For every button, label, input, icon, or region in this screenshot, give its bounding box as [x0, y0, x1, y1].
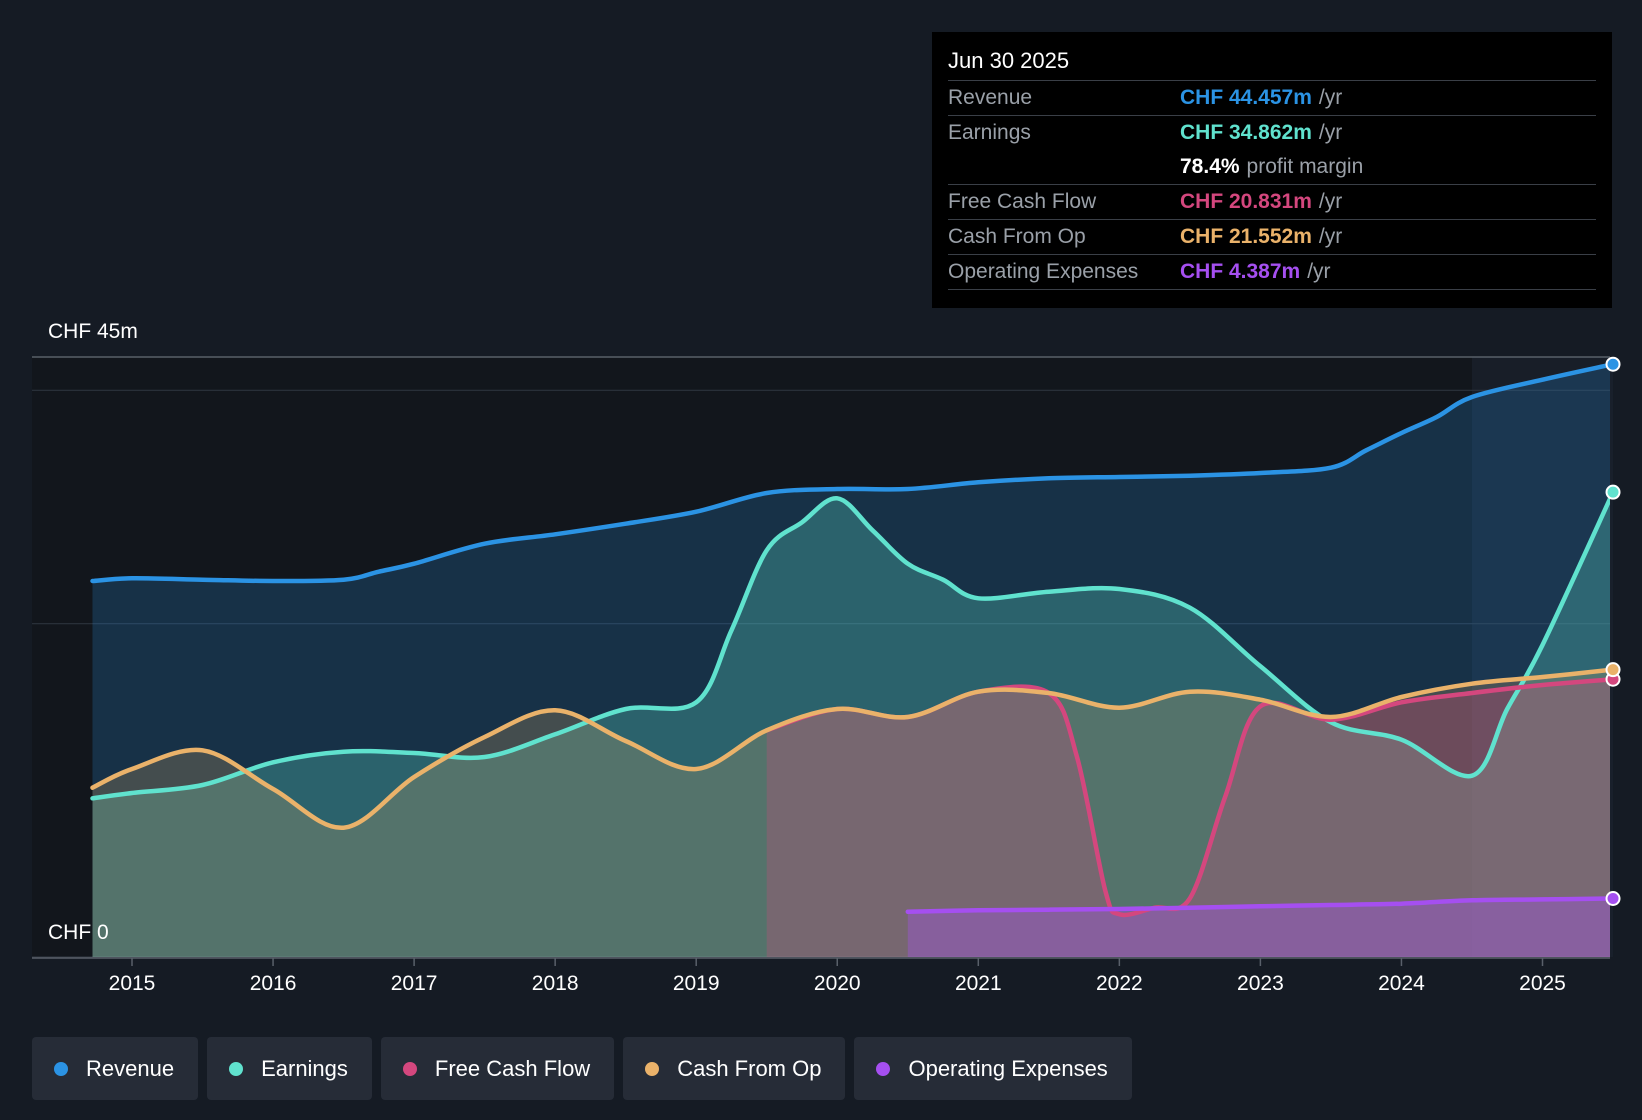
area-operating-expenses [907, 898, 1610, 957]
data-tooltip: Jun 30 2025 Revenue CHF 44.457m /yr Earn… [932, 32, 1612, 308]
tooltip-value: CHF 34.862m [1180, 121, 1312, 144]
legend-dot-icon [229, 1061, 244, 1076]
legend-label: Earnings [261, 1055, 348, 1081]
area-free-cash-flow [766, 679, 1610, 957]
legend-label: Cash From Op [677, 1055, 822, 1081]
tooltip-unit: /yr [1318, 121, 1343, 144]
tooltip-unit: /yr [1318, 86, 1343, 109]
legend-label: Revenue [86, 1055, 175, 1081]
legend-item-operating-expenses[interactable]: Operating Expenses [854, 1037, 1132, 1100]
x-axis-tick-label: 2024 [1378, 972, 1425, 995]
tooltip-row-operating-expenses: Operating Expenses CHF 4.387m /yr [948, 255, 1596, 290]
tooltip-value: CHF 44.457m [1180, 86, 1312, 109]
tooltip-label: Free Cash Flow [948, 190, 1097, 213]
x-axis-tick-label: 2022 [1096, 972, 1143, 995]
x-axis-tick-label: 2025 [1519, 972, 1566, 995]
line-operating-expenses [905, 896, 1610, 914]
line-cash-from-op [90, 667, 1610, 830]
x-axis-tick-label: 2020 [814, 972, 861, 995]
tooltip-value: CHF 21.552m [1180, 225, 1312, 248]
tooltip-label: Operating Expenses [948, 260, 1139, 283]
line-earnings [90, 493, 1610, 801]
area-earnings [92, 498, 1610, 957]
legend-label: Free Cash Flow [434, 1055, 591, 1081]
endpoint-earnings [1605, 484, 1621, 500]
tooltip-unit: /yr [1318, 225, 1343, 248]
legend-dot-icon [876, 1061, 891, 1076]
tooltip-unit: /yr [1307, 260, 1331, 283]
chart-legend: Revenue Earnings Free Cash Flow Cash Fro… [32, 1037, 1132, 1100]
endpoint-cash-from-op [1605, 662, 1621, 678]
x-axis-tick-label: 2015 [109, 972, 156, 995]
tooltip-row-earnings: Earnings CHF 34.862m /yr [948, 116, 1596, 150]
tooltip-row-cash-from-op: Cash From Op CHF 21.552m /yr [948, 220, 1596, 255]
y-axis-bottom-label: CHF 0 [48, 921, 109, 944]
legend-dot-icon [402, 1061, 417, 1076]
tooltip-row-profit-margin: 78.4% profit margin [948, 150, 1596, 185]
legend-item-earnings[interactable]: Earnings [207, 1037, 372, 1100]
area-cash-from-op [92, 669, 1610, 957]
x-axis-tick-label: 2017 [391, 972, 438, 995]
tooltip-label: Earnings [948, 121, 1031, 144]
legend-dot-icon [645, 1061, 660, 1076]
plot-background [32, 356, 1610, 958]
tooltip-value: 78.4% [1180, 155, 1240, 178]
tooltip-unit: profit margin [1246, 155, 1364, 178]
forecast-highlight-band [1471, 357, 1614, 957]
tooltip-value: CHF 20.831m [1180, 190, 1312, 213]
tooltip-unit: /yr [1318, 190, 1343, 213]
x-axis-tick-label: 2016 [250, 972, 297, 995]
x-axis-tick-label: 2019 [673, 972, 720, 995]
area-revenue [92, 364, 1610, 957]
legend-item-free-cash-flow[interactable]: Free Cash Flow [380, 1037, 615, 1100]
tooltip-label: Cash From Op [948, 225, 1086, 248]
tooltip-label: Revenue [948, 86, 1033, 109]
endpoint-operating-expenses [1605, 891, 1621, 907]
endpoint-revenue [1605, 356, 1621, 372]
legend-item-revenue[interactable]: Revenue [32, 1037, 199, 1100]
x-axis-tick-label: 2023 [1237, 972, 1284, 995]
tooltip-row-free-cash-flow: Free Cash Flow CHF 20.831m /yr [948, 185, 1596, 220]
x-axis-tick-label: 2021 [955, 972, 1002, 995]
y-axis-top-label: CHF 45m [48, 320, 138, 343]
tooltip-row-revenue: Revenue CHF 44.457m /yr [948, 81, 1596, 116]
line-revenue [90, 362, 1610, 584]
tooltip-date: Jun 30 2025 [948, 46, 1596, 81]
legend-dot-icon [54, 1061, 68, 1076]
legend-item-cash-from-op[interactable]: Cash From Op [623, 1037, 846, 1100]
tooltip-value: CHF 4.387m [1180, 260, 1301, 283]
legend-label: Operating Expenses [908, 1055, 1108, 1081]
x-axis-tick-label: 2018 [532, 972, 579, 995]
